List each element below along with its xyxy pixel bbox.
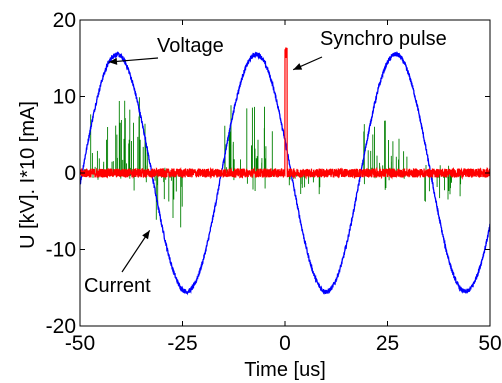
y-tick-label: 20 [53, 9, 76, 32]
annotation-arrowhead [142, 230, 150, 240]
annotation-layer: Voltage Synchro pulse Current [84, 28, 447, 297]
x-tick-label: -50 [65, 332, 95, 355]
x-tick-label: -25 [167, 332, 197, 355]
annotation-arrowhead [293, 63, 303, 70]
x-tick-label: 0 [279, 332, 291, 355]
plot-area [80, 47, 490, 296]
x-tick-label: 25 [376, 332, 399, 355]
axis-ticks: -50 -25 0 25 50 -20 -10 0 10 20 [46, 9, 502, 355]
annotation-voltage-label: Voltage [157, 35, 224, 57]
y-axis-label: U [kV]. I*10 [mA] [17, 101, 39, 249]
y-tick-label: -10 [46, 239, 76, 262]
annotation-synchro-pulse-label: Synchro pulse [320, 28, 447, 50]
annotation-current-label: Current [84, 275, 151, 297]
y-tick-label: 0 [64, 162, 76, 185]
x-tick-label: 50 [478, 332, 501, 355]
y-tick-label: 10 [53, 86, 76, 109]
annotation-current-arrow [121, 230, 151, 273]
series-line-synchro-pulse [80, 47, 490, 180]
y-tick-label: -20 [46, 315, 76, 338]
x-axis-label: Time [us] [244, 359, 326, 381]
annotation-arrowhead [108, 57, 118, 65]
